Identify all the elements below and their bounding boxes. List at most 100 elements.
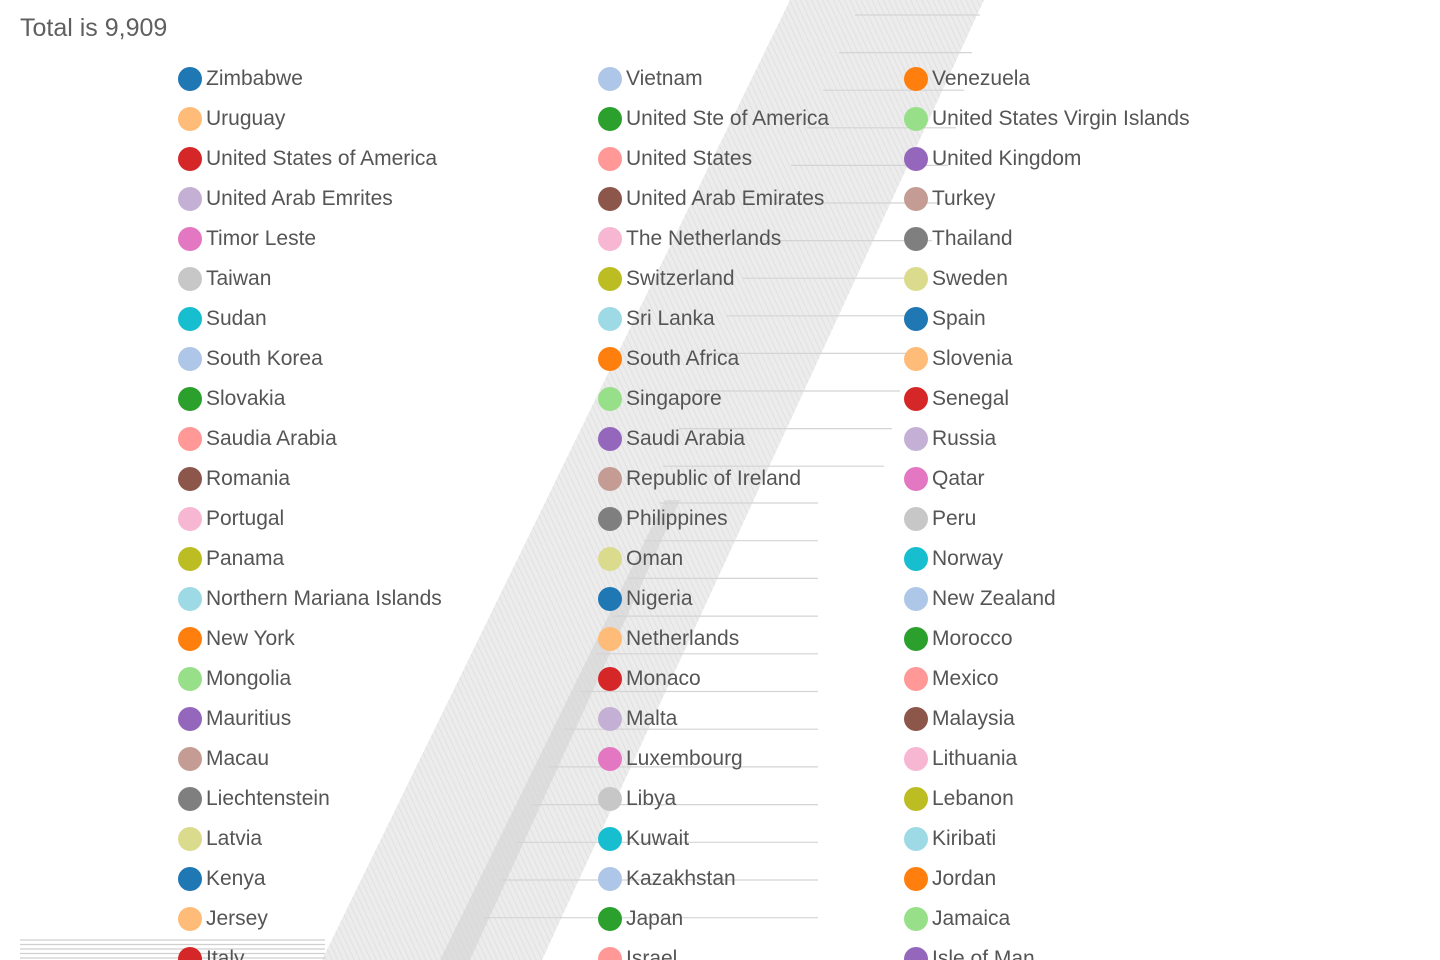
legend-label: Liechtenstein xyxy=(206,787,330,810)
legend-item[interactable]: Venezuela xyxy=(904,64,1030,94)
legend-item[interactable]: Senegal xyxy=(904,384,1009,414)
legend-swatch xyxy=(904,427,928,451)
legend-swatch xyxy=(178,787,202,811)
legend-label: Northern Mariana Islands xyxy=(206,587,442,610)
legend-label: Saudi Arabia xyxy=(626,427,746,450)
legend-item[interactable]: Morocco xyxy=(904,624,1013,654)
legend-swatch xyxy=(598,947,622,960)
legend-item[interactable]: Northern Mariana Islands xyxy=(178,584,442,614)
legend-item[interactable]: Republic of Ireland xyxy=(598,464,801,494)
legend-item[interactable]: Mexico xyxy=(904,664,999,694)
legend-item[interactable]: South Africa xyxy=(598,344,739,374)
legend-item[interactable]: United Arab Emrites xyxy=(178,184,393,214)
legend-item[interactable]: Uruguay xyxy=(178,104,285,134)
legend-item[interactable]: Thailand xyxy=(904,224,1013,254)
legend-label: Norway xyxy=(932,547,1004,570)
legend-label: Jersey xyxy=(206,907,268,930)
legend-label: Luxembourg xyxy=(626,747,743,770)
legend-label: Isle of Man xyxy=(932,947,1035,960)
legend-item[interactable]: Italy xyxy=(178,944,245,960)
legend-item[interactable]: Libya xyxy=(598,784,676,814)
legend-item[interactable]: United States of America xyxy=(178,144,437,174)
legend-item[interactable]: Slovakia xyxy=(178,384,285,414)
legend-item[interactable]: Sweden xyxy=(904,264,1008,294)
legend-swatch xyxy=(178,507,202,531)
legend-label: Sri Lanka xyxy=(626,307,715,330)
legend-item[interactable]: Saudi Arabia xyxy=(598,424,745,454)
legend-item[interactable]: Oman xyxy=(598,544,683,574)
legend-item[interactable]: Romania xyxy=(178,464,290,494)
legend-swatch xyxy=(598,307,622,331)
legend-item[interactable]: Macau xyxy=(178,744,269,774)
legend-item[interactable]: Saudia Arabia xyxy=(178,424,337,454)
legend-item[interactable]: New Zealand xyxy=(904,584,1056,614)
legend-item[interactable]: The Netherlands xyxy=(598,224,781,254)
legend-item[interactable]: Netherlands xyxy=(598,624,739,654)
legend-item[interactable]: Switzerland xyxy=(598,264,735,294)
legend-item[interactable]: Portugal xyxy=(178,504,284,534)
legend-item[interactable]: Malta xyxy=(598,704,677,734)
legend-item[interactable]: Liechtenstein xyxy=(178,784,330,814)
legend-label: Mongolia xyxy=(206,667,292,690)
legend-item[interactable]: Luxembourg xyxy=(598,744,743,774)
legend-item[interactable]: United Ste of America xyxy=(598,104,829,134)
legend-swatch xyxy=(178,107,202,131)
legend-item[interactable]: Nigeria xyxy=(598,584,693,614)
legend-item[interactable]: Jamaica xyxy=(904,904,1010,934)
legend-item[interactable]: Latvia xyxy=(178,824,262,854)
legend-item[interactable]: Jordan xyxy=(904,864,996,894)
legend-item[interactable]: Singapore xyxy=(598,384,722,414)
legend-item[interactable]: United States Virgin Islands xyxy=(904,104,1190,134)
legend-item[interactable]: Jersey xyxy=(178,904,268,934)
legend-item[interactable]: Zimbabwe xyxy=(178,64,303,94)
legend-item[interactable]: Peru xyxy=(904,504,976,534)
legend-item[interactable]: Malaysia xyxy=(904,704,1015,734)
legend-item[interactable]: Russia xyxy=(904,424,996,454)
legend-item[interactable]: Japan xyxy=(598,904,683,934)
legend-item[interactable]: Mauritius xyxy=(178,704,291,734)
legend-item[interactable]: Spain xyxy=(904,304,986,334)
legend-label: South Korea xyxy=(206,347,323,370)
legend-label: United States xyxy=(626,147,753,170)
legend-label: Venezuela xyxy=(932,67,1031,90)
legend-item[interactable]: Turkey xyxy=(904,184,995,214)
legend-item[interactable]: Vietnam xyxy=(598,64,703,94)
legend-item[interactable]: Israel xyxy=(598,944,677,960)
legend-item[interactable]: Philippines xyxy=(598,504,728,534)
legend-swatch xyxy=(904,747,928,771)
legend-item[interactable]: Kenya xyxy=(178,864,266,894)
legend-swatch xyxy=(598,427,622,451)
legend-item[interactable]: Lithuania xyxy=(904,744,1017,774)
legend-item[interactable]: Kazakhstan xyxy=(598,864,736,894)
legend-item[interactable]: Slovenia xyxy=(904,344,1013,374)
legend-label: Kuwait xyxy=(626,827,690,850)
legend-item[interactable]: Sri Lanka xyxy=(598,304,715,334)
legend-item[interactable]: Norway xyxy=(904,544,1003,574)
legend-swatch xyxy=(598,467,622,491)
legend-item[interactable]: Monaco xyxy=(598,664,701,694)
legend-item[interactable]: Isle of Man xyxy=(904,944,1035,960)
legend-label: Kiribati xyxy=(932,827,997,850)
legend-item[interactable]: Panama xyxy=(178,544,284,574)
legend-label: Mauritius xyxy=(206,707,292,730)
legend-swatch xyxy=(178,227,202,251)
legend-item[interactable]: Kiribati xyxy=(904,824,996,854)
legend-swatch xyxy=(598,147,622,171)
legend-item[interactable]: Qatar xyxy=(904,464,985,494)
legend-swatch xyxy=(178,67,202,91)
legend-item[interactable]: Taiwan xyxy=(178,264,271,294)
legend-swatch xyxy=(598,267,622,291)
legend-item[interactable]: South Korea xyxy=(178,344,323,374)
legend-swatch xyxy=(598,547,622,571)
legend-item[interactable]: United States xyxy=(598,144,752,174)
legend-item[interactable]: Kuwait xyxy=(598,824,689,854)
legend-label: Slovakia xyxy=(206,387,286,410)
legend-item[interactable]: United Kingdom xyxy=(904,144,1081,174)
label-connector-band-inner xyxy=(440,500,680,960)
legend-item[interactable]: Mongolia xyxy=(178,664,291,694)
legend-item[interactable]: Lebanon xyxy=(904,784,1014,814)
legend-item[interactable]: Timor Leste xyxy=(178,224,316,254)
legend-item[interactable]: New York xyxy=(178,624,295,654)
legend-item[interactable]: United Arab Emirates xyxy=(598,184,824,214)
legend-item[interactable]: Sudan xyxy=(178,304,267,334)
